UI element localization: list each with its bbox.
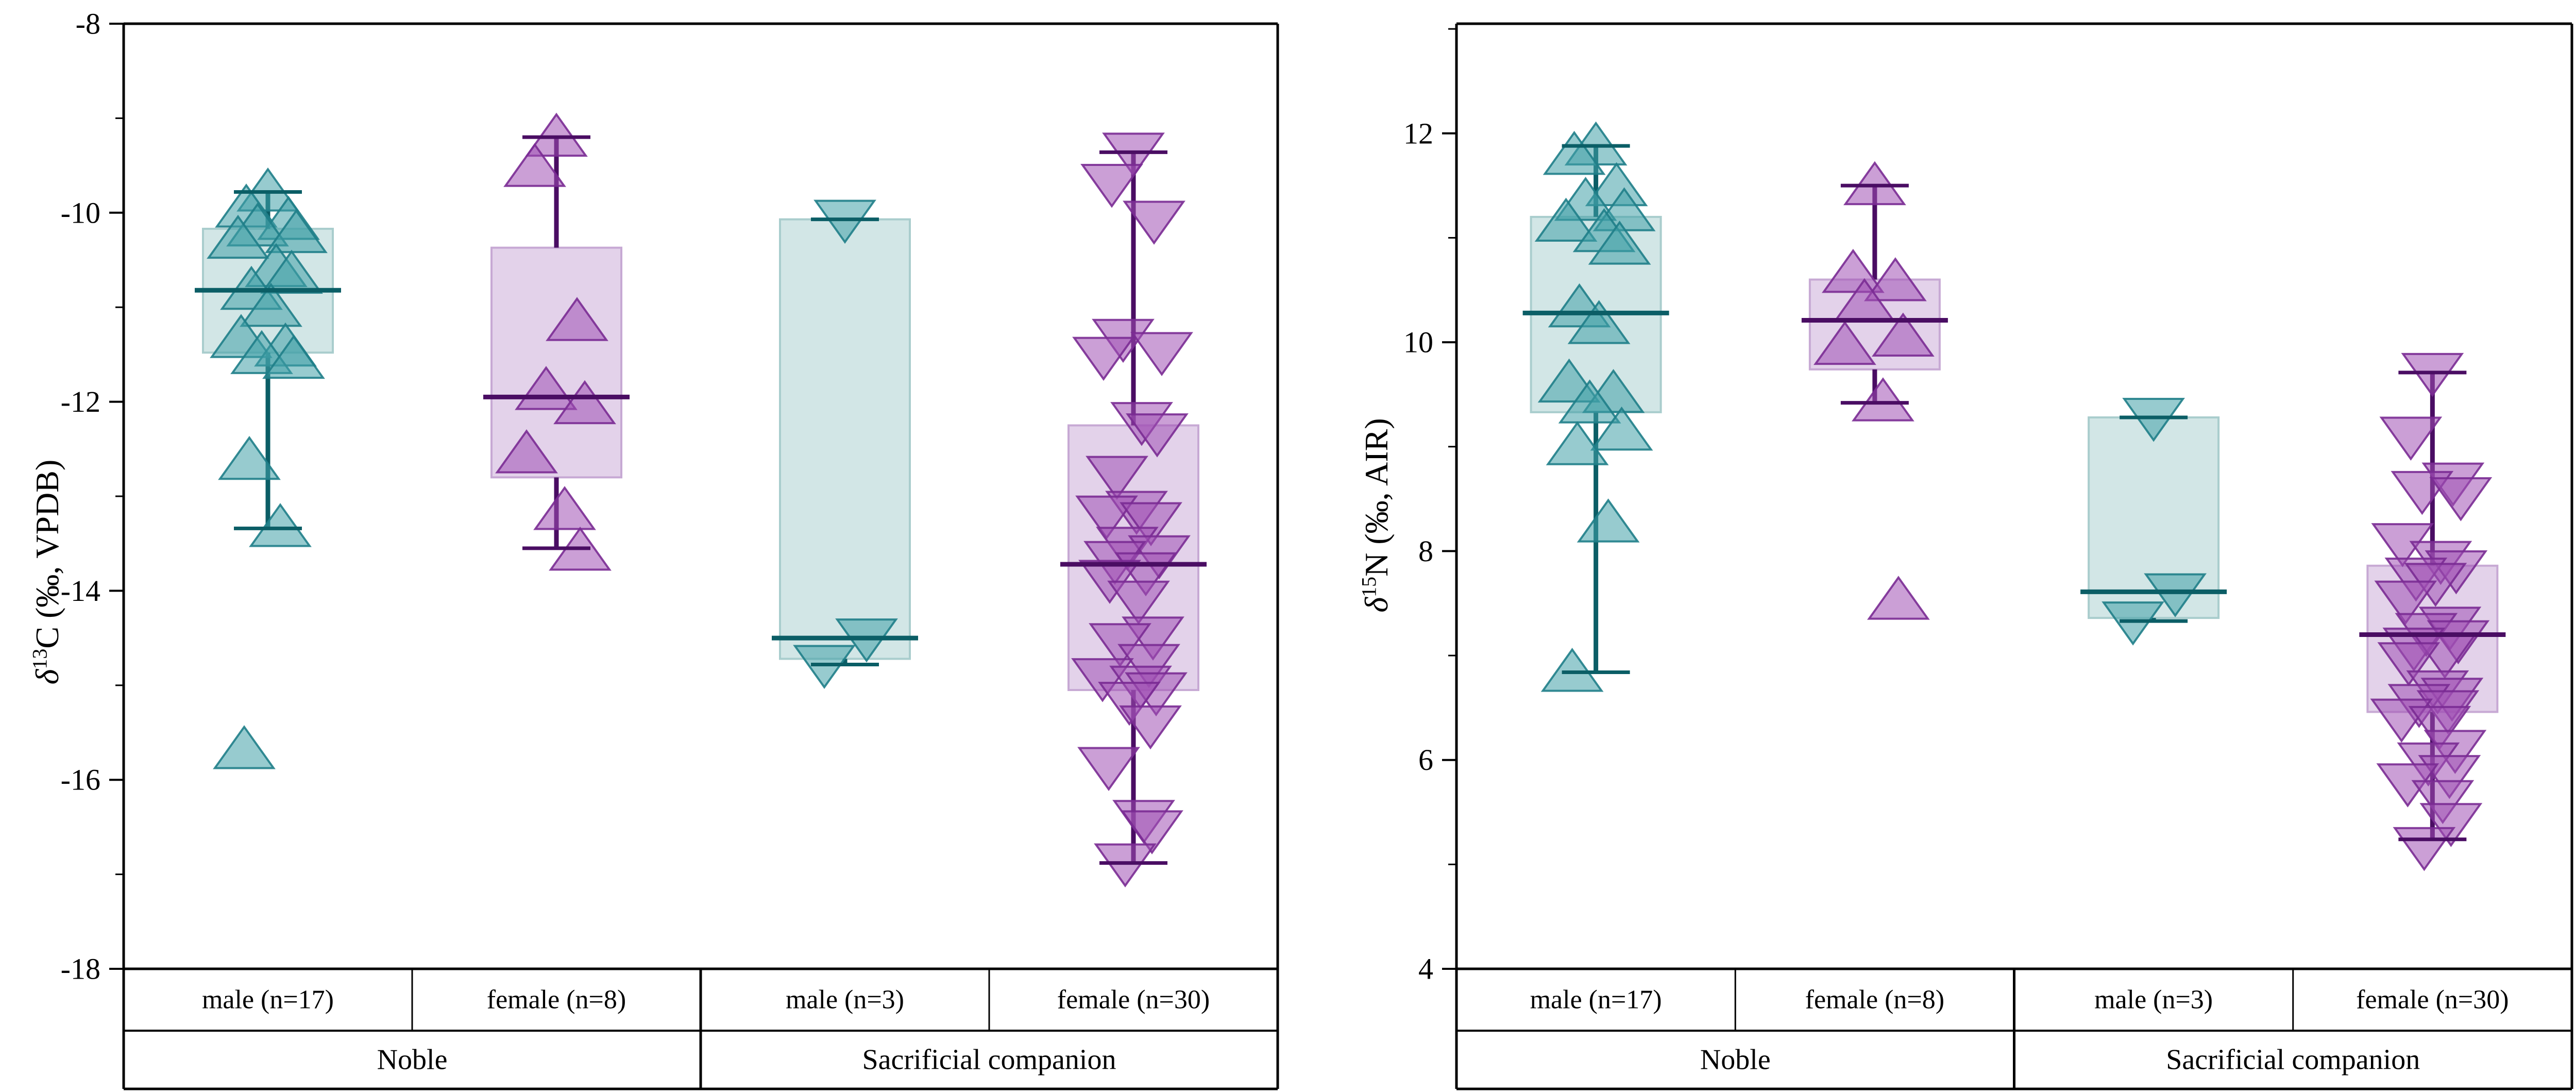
data-point-triangle-down xyxy=(1075,495,1138,540)
data-point-triangle-up xyxy=(249,503,312,547)
y-tick-label: 4 xyxy=(1418,952,1433,986)
data-point-triangle-up xyxy=(1867,576,1930,620)
data-point-triangle-down xyxy=(1107,580,1170,625)
data-point-triangle-up xyxy=(1558,379,1621,424)
group-label: Sacrificial companion xyxy=(862,1044,1116,1076)
data-point-triangle-down xyxy=(1126,413,1189,458)
data-point-triangle-down xyxy=(2429,477,2493,522)
data-point-triangle-down xyxy=(1117,644,1180,688)
data-point-triangle-up xyxy=(1588,221,1651,265)
y-axis-title-d13c: δ13C (‰, VPDB) xyxy=(28,460,66,685)
isotope-mass-superscript: 13 xyxy=(28,648,52,669)
y-tick-label: -10 xyxy=(61,196,100,229)
data-point-triangle-down xyxy=(1072,337,1135,381)
category-cell-label: male (n=3) xyxy=(2094,985,2213,1015)
category-cell-label: male (n=17) xyxy=(202,985,334,1015)
data-point-triangle-down xyxy=(1080,163,1143,208)
y-tick-label: -14 xyxy=(61,574,100,608)
isotope-mass-superscript: 15 xyxy=(1357,576,1381,597)
data-point-triangle-up xyxy=(1590,406,1653,451)
y-tick-label: -12 xyxy=(61,385,100,418)
data-point-triangle-up xyxy=(553,380,616,425)
category-cell-label: female (n=30) xyxy=(1057,985,1210,1015)
data-point-triangle-up xyxy=(1851,377,1914,422)
delta-symbol: δ xyxy=(29,669,65,685)
data-point-triangle-up xyxy=(265,209,328,254)
data-point-triangle-down xyxy=(2379,416,2443,461)
y-tick-label: 6 xyxy=(1418,743,1433,777)
data-point-triangle-up xyxy=(207,214,269,259)
data-point-triangle-down xyxy=(1102,132,1165,177)
y-tick-label: 12 xyxy=(1403,116,1433,150)
data-point-triangle-up xyxy=(533,486,596,530)
data-point-triangle-up xyxy=(1813,321,1876,365)
data-point-triangle-up xyxy=(1534,197,1598,242)
delta-symbol: δ xyxy=(1358,597,1395,613)
group-label: Sacrificial companion xyxy=(2166,1044,2420,1076)
category-cell-label: male (n=17) xyxy=(1530,985,1662,1015)
data-point-triangle-down xyxy=(1120,502,1182,546)
data-point-triangle-down xyxy=(1121,810,1183,854)
y-axis-title-text: N (‰, AIR) xyxy=(1358,418,1395,577)
data-point-triangle-down xyxy=(1130,332,1193,376)
y-tick-label: -18 xyxy=(61,952,100,986)
data-point-triangle-down xyxy=(2377,642,2441,686)
data-point-triangle-down xyxy=(2374,580,2437,625)
data-point-triangle-up xyxy=(213,725,276,769)
y-axis-title-text: C (‰, VPDB) xyxy=(29,459,65,649)
data-point-triangle-up xyxy=(1543,130,1606,175)
y-tick-label: -8 xyxy=(76,7,100,41)
box-iqr xyxy=(779,218,911,660)
data-point-triangle-up xyxy=(503,143,566,187)
y-axis-title-d15n: δ15N (‰, AIR) xyxy=(1358,418,1396,612)
data-point-triangle-up xyxy=(262,334,325,379)
data-point-triangle-up xyxy=(495,429,558,474)
data-point-triangle-up xyxy=(1577,498,1640,543)
data-point-triangle-down xyxy=(2102,601,2165,646)
box-iqr xyxy=(490,246,622,479)
data-point-triangle-up xyxy=(1546,421,1609,465)
data-point-triangle-down xyxy=(1123,200,1185,245)
y-tick-label: -16 xyxy=(61,763,100,797)
data-point-triangle-up xyxy=(525,112,588,157)
data-point-triangle-down xyxy=(1094,843,1157,888)
data-point-triangle-up xyxy=(1821,248,1885,293)
data-point-triangle-up xyxy=(240,282,302,327)
data-point-triangle-up xyxy=(1863,257,1927,301)
y-tick-label: 10 xyxy=(1403,326,1433,359)
category-cell-label: female (n=8) xyxy=(1805,985,1944,1015)
data-point-triangle-up xyxy=(1540,648,1604,692)
data-point-triangle-down xyxy=(1077,747,1140,791)
data-point-triangle-down xyxy=(2419,803,2483,847)
data-point-triangle-up xyxy=(1871,312,1935,357)
data-point-triangle-up xyxy=(260,249,323,294)
data-point-triangle-up xyxy=(218,435,281,480)
data-point-triangle-down xyxy=(1119,705,1182,750)
category-cell-label: female (n=30) xyxy=(2356,985,2509,1015)
data-point-triangle-down xyxy=(1098,681,1161,726)
group-label: Noble xyxy=(1700,1044,1771,1076)
data-point-triangle-down xyxy=(2144,573,2207,617)
box-iqr xyxy=(2088,416,2220,619)
data-point-triangle-down xyxy=(1086,456,1148,500)
category-cell-label: female (n=8) xyxy=(487,985,626,1015)
data-point-triangle-up xyxy=(546,297,608,341)
data-point-triangle-up xyxy=(1843,161,1906,206)
data-point-triangle-down xyxy=(793,645,856,689)
y-tick-label: 8 xyxy=(1418,534,1433,568)
group-label: Noble xyxy=(377,1044,448,1076)
data-point-triangle-up xyxy=(1567,300,1631,344)
data-point-triangle-down xyxy=(2122,397,2185,442)
data-point-triangle-down xyxy=(2401,352,2464,397)
data-point-triangle-down xyxy=(2408,705,2471,750)
data-point-triangle-down xyxy=(2393,827,2456,871)
category-cell-label: male (n=3) xyxy=(786,985,904,1015)
data-point-triangle-down xyxy=(2411,780,2475,825)
data-point-triangle-down xyxy=(814,199,876,244)
